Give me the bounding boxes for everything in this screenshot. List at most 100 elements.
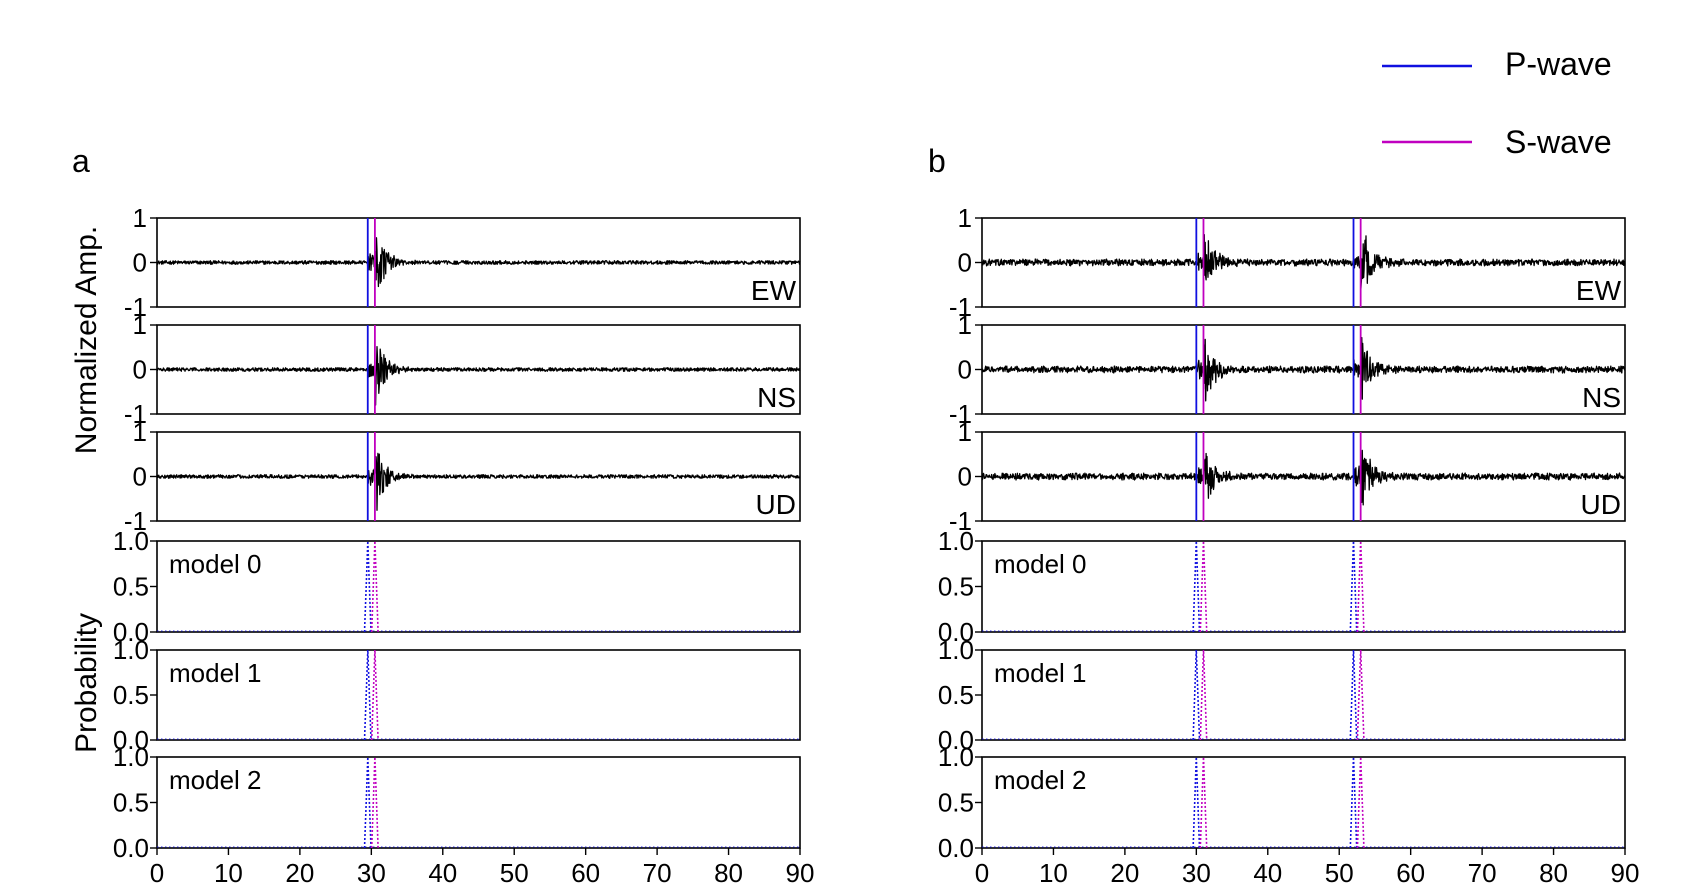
y-tick-label: 1.0 bbox=[113, 526, 149, 556]
waveform-ns-plot: 1 0 -1 NS bbox=[949, 310, 1626, 429]
y-tick-label: 1.0 bbox=[938, 635, 974, 665]
y-tick-label: 0 bbox=[958, 248, 972, 278]
x-tick-label: 50 bbox=[500, 858, 529, 888]
waveform-trace bbox=[156, 345, 801, 406]
waveform-trace bbox=[981, 337, 1626, 402]
p-wave-probability-curve bbox=[1349, 540, 1358, 633]
y-tick-label: 0.0 bbox=[938, 833, 974, 863]
probability-model-2-plot: 1.0 0.5 0.0 model 2 bbox=[938, 742, 1626, 863]
s-wave-probability-curve bbox=[1199, 540, 1208, 633]
y-tick-label: 0.0 bbox=[113, 833, 149, 863]
component-label-ns: NS bbox=[757, 382, 796, 413]
x-tick-label: 70 bbox=[1468, 858, 1497, 888]
x-tick-label: 30 bbox=[1182, 858, 1211, 888]
x-tick-label: 60 bbox=[571, 858, 600, 888]
y-tick-label: 1 bbox=[133, 203, 147, 233]
y-tick-label: 0.5 bbox=[113, 572, 149, 602]
x-tick-label: 90 bbox=[1611, 858, 1640, 888]
x-tick-label: 20 bbox=[285, 858, 314, 888]
x-tick-label: 50 bbox=[1325, 858, 1354, 888]
y-tick-label: 1 bbox=[958, 203, 972, 233]
component-label-ud: UD bbox=[1581, 489, 1621, 520]
waveform-ud-plot: 1 0 -1 UD bbox=[124, 417, 801, 536]
y-tick-label: 1 bbox=[958, 417, 972, 447]
probability-axis-label: Probability bbox=[70, 613, 103, 753]
legend-p-wave-label: P-wave bbox=[1505, 46, 1612, 82]
waveform-ew-plot: 1 0 -1 EW bbox=[949, 203, 1626, 322]
y-tick-label: -1 bbox=[124, 399, 147, 429]
y-tick-label: 0 bbox=[133, 462, 147, 492]
y-tick-label: 1.0 bbox=[113, 742, 149, 772]
p-wave-probability-curve bbox=[1192, 649, 1201, 741]
probability-model-1-plot: 1.0 0.5 0.0 model 1 bbox=[113, 635, 801, 755]
legend-s-wave-label: S-wave bbox=[1505, 124, 1612, 160]
y-tick-label: 1 bbox=[133, 310, 147, 340]
y-tick-label: -1 bbox=[124, 292, 147, 322]
y-tick-label: 0.5 bbox=[113, 680, 149, 710]
x-tick-label: 40 bbox=[428, 858, 457, 888]
x-tick-label: 10 bbox=[214, 858, 243, 888]
x-axis: 0 10 20 30 40 50 60 70 80 90 bbox=[150, 848, 815, 888]
y-tick-label: 0.5 bbox=[938, 788, 974, 818]
y-tick-label: 0 bbox=[958, 355, 972, 385]
s-wave-probability-curve bbox=[1199, 649, 1208, 741]
waveform-trace bbox=[981, 234, 1626, 290]
x-tick-label: 20 bbox=[1110, 858, 1139, 888]
p-wave-probability-curve bbox=[1349, 649, 1358, 741]
waveform-ns-plot: 1 0 -1 NS bbox=[124, 310, 801, 429]
s-wave-probability-curve bbox=[1356, 649, 1365, 741]
p-wave-probability-curve bbox=[363, 649, 372, 741]
y-tick-label: 0.5 bbox=[113, 788, 149, 818]
y-tick-label: -1 bbox=[949, 399, 972, 429]
legend: P-wave S-wave bbox=[1382, 46, 1612, 160]
y-tick-label: 0.0 bbox=[938, 617, 974, 647]
x-axis: 0 10 20 30 40 50 60 70 80 90 bbox=[975, 848, 1640, 888]
s-wave-probability-curve bbox=[1356, 540, 1365, 633]
p-wave-probability-curve bbox=[363, 540, 372, 633]
y-tick-label: -1 bbox=[949, 292, 972, 322]
probability-model-2-plot: 1.0 0.5 0.0 model 2 bbox=[113, 742, 801, 863]
x-tick-label: 70 bbox=[643, 858, 672, 888]
model-label: model 1 bbox=[169, 658, 262, 688]
component-label-ew: EW bbox=[1576, 275, 1622, 306]
y-tick-label: 1.0 bbox=[938, 742, 974, 772]
x-tick-label: 0 bbox=[975, 858, 989, 888]
s-wave-probability-curve bbox=[1199, 756, 1208, 849]
y-tick-label: 0.0 bbox=[113, 617, 149, 647]
y-tick-label: 0.5 bbox=[938, 572, 974, 602]
y-tick-label: 1 bbox=[133, 417, 147, 447]
y-tick-label: 1 bbox=[958, 310, 972, 340]
x-tick-label: 40 bbox=[1253, 858, 1282, 888]
s-wave-probability-curve bbox=[1356, 756, 1365, 849]
component-label-ew: EW bbox=[751, 275, 797, 306]
probability-model-1-plot: 1.0 0.5 0.0 model 1 bbox=[938, 635, 1626, 755]
y-tick-label: 1.0 bbox=[113, 635, 149, 665]
p-wave-probability-curve bbox=[363, 756, 372, 849]
waveform-ew-plot: 1 0 -1 EW bbox=[124, 203, 801, 322]
s-wave-probability-curve bbox=[370, 540, 379, 633]
model-label: model 0 bbox=[169, 549, 262, 579]
panel-label-b: b bbox=[928, 143, 946, 179]
y-tick-label: 0 bbox=[958, 462, 972, 492]
x-tick-label: 80 bbox=[1539, 858, 1568, 888]
x-tick-label: 90 bbox=[786, 858, 815, 888]
x-tick-label: 30 bbox=[357, 858, 386, 888]
probability-model-0-plot: 1.0 0.5 0.0 model 0 bbox=[113, 526, 801, 647]
x-tick-label: 0 bbox=[150, 858, 164, 888]
y-tick-label: 0.0 bbox=[113, 725, 149, 755]
p-wave-probability-curve bbox=[1349, 756, 1358, 849]
panel-label-a: a bbox=[72, 143, 90, 179]
p-wave-probability-curve bbox=[1192, 540, 1201, 633]
model-label: model 1 bbox=[994, 658, 1087, 688]
model-label: model 2 bbox=[994, 765, 1087, 795]
waveform-ud-plot: 1 0 -1 UD bbox=[949, 417, 1626, 536]
y-tick-label: 0 bbox=[133, 248, 147, 278]
y-tick-label: -1 bbox=[124, 506, 147, 536]
probability-model-0-plot: 1.0 0.5 0.0 model 0 bbox=[938, 526, 1626, 647]
x-tick-label: 10 bbox=[1039, 858, 1068, 888]
y-tick-label: 0 bbox=[133, 355, 147, 385]
x-tick-label: 80 bbox=[714, 858, 743, 888]
s-wave-probability-curve bbox=[370, 756, 379, 849]
